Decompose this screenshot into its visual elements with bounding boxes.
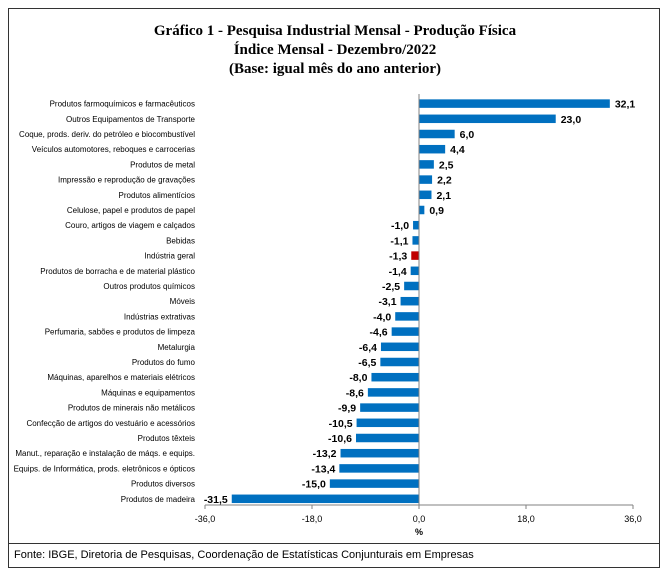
value-label-outros-equipamentos-de-transporte: 23,0 [561,114,582,126]
value-label-metalurgia: -6,4 [359,342,377,354]
bar-produtos-diversos [329,479,419,488]
chart-title-block: Gráfico 1 - Pesquisa Industrial Mensal -… [0,22,670,79]
bar-produtos-alimenticios [419,190,432,200]
value-label-produtos-de-borracha-e-de-material-plastico: -1,4 [389,266,407,278]
source-divider [9,543,659,544]
bar-produtos-texteis [355,433,419,443]
bar-outros-produtos-quimicos [404,281,419,291]
value-label-coque-prods-deriv-do-petroleo-e-biocombustivel: 6,0 [460,129,475,141]
value-label-produtos-texteis: -10,6 [328,433,352,445]
x-tick-label: 18,0 [517,514,535,524]
value-label-confeccao-de-artigos-do-vestuario-e-acessorios: -10,5 [329,418,353,430]
category-label-produtos-de-minerais-nao-metalicos: Produtos de minerais não metálicos [68,404,195,413]
value-label-industria-geral: -1,3 [389,251,407,263]
bar-metalurgia [380,342,419,352]
category-label-manut-reparacao-e-instalacao-de-maqs-e-equips: Manut., reparação e instalação de máqs. … [15,449,195,458]
value-label-produtos-de-minerais-nao-metalicos: -9,9 [338,403,356,415]
value-label-produtos-diversos: -15,0 [302,479,326,491]
bar-moveis [400,296,419,306]
x-tick-label: -36,0 [195,514,216,524]
category-label-bebidas: Bebidas [166,236,195,245]
value-label-veiculos-automotores-reboques-e-carrocerias: 4,4 [450,144,465,156]
value-label-couro-artigos-de-viagem-e-calcados: -1,0 [391,220,409,232]
chart-subtitle-base: (Base: igual mês do ano anterior) [228,61,442,77]
category-label-metalurgia: Metalurgia [158,343,196,352]
bar-produtos-farmoquimicos-e-farmaceuticos [419,99,610,108]
bar-veiculos-automotores-reboques-e-carrocerias [419,144,446,154]
category-label-confeccao-de-artigos-do-vestuario-e-acessorios: Confecção de artigos do vestuário e aces… [26,419,195,428]
chart-title: Gráfico 1 - Pesquisa Industrial Mensal -… [153,23,517,39]
value-label-bebidas: -1,1 [390,235,408,247]
bar-maquinas-aparelhos-e-materiais-eletricos [371,372,419,382]
source-note: Fonte: IBGE, Diretoria de Pesquisas, Coo… [14,549,474,561]
x-axis-label: % [415,527,423,537]
value-label-produtos-de-metal: 2,5 [439,159,454,171]
x-tick-label: 36,0 [624,514,642,524]
category-label-produtos-diversos: Produtos diversos [131,480,195,489]
x-tick-label: -18,0 [302,514,323,524]
category-label-celulose-papel-e-produtos-de-papel: Celulose, papel e produtos de papel [67,206,195,215]
category-label-veiculos-automotores-reboques-e-carrocerias: Veículos automotores, reboques e carroce… [32,145,195,154]
bar-couro-artigos-de-viagem-e-calcados [413,220,419,230]
value-label-produtos-farmoquimicos-e-farmaceuticos: 32,1 [615,99,636,111]
chart-subtitle: Índice Mensal - Dezembro/2022 [233,42,437,58]
category-label-moveis: Móveis [170,297,195,306]
bar-coque-prods-deriv-do-petroleo-e-biocombustivel [419,129,455,139]
category-label-couro-artigos-de-viagem-e-calcados: Couro, artigos de viagem e calçados [65,221,195,230]
category-label-maquinas-aparelhos-e-materiais-eletricos: Máquinas, aparelhos e materiais elétrico… [47,373,195,382]
value-label-moveis: -3,1 [378,296,396,308]
bar-produtos-de-metal [419,160,434,169]
value-label-industrias-extrativas: -4,0 [373,311,391,323]
bar-perfumaria-saboes-e-produtos-de-limpeza [391,327,419,336]
category-label-produtos-de-borracha-e-de-material-plastico: Produtos de borracha e de material plást… [40,267,195,276]
bar-industrias-extrativas [395,312,419,321]
bar-celulose-papel-e-produtos-de-papel [419,205,425,215]
category-label-produtos-farmoquimicos-e-farmaceuticos: Produtos farmoquímicos e farmacêuticos [50,100,195,109]
bar-maquinas-e-equipamentos [367,388,419,397]
bar-bebidas [412,236,419,245]
category-label-produtos-alimenticios: Produtos alimentícios [119,191,195,200]
category-label-outros-produtos-quimicos: Outros produtos químicos [103,282,195,291]
chart-frame [8,8,660,568]
category-label-maquinas-e-equipamentos: Máquinas e equipamentos [101,388,195,397]
value-label-maquinas-e-equipamentos: -8,6 [346,387,364,399]
bar-outros-equipamentos-de-transporte [419,114,556,124]
value-label-perfumaria-saboes-e-produtos-de-limpeza: -4,6 [370,327,388,339]
category-label-produtos-de-metal: Produtos de metal [130,160,195,169]
bar-manut-reparacao-e-instalacao-de-maqs-e-equips [340,448,419,458]
value-label-produtos-de-madeira: -31,5 [204,494,228,506]
category-label-produtos-do-fumo: Produtos do fumo [132,358,196,367]
bar-impressao-e-reproducao-de-gravacoes [419,175,433,184]
bar-produtos-de-madeira [231,494,419,504]
category-label-impressao-e-reproducao-de-gravacoes: Impressão e reprodução de gravações [58,176,195,185]
category-label-produtos-texteis: Produtos têxteis [138,434,195,443]
bar-produtos-de-borracha-e-de-material-plastico [410,266,419,276]
category-label-coque-prods-deriv-do-petroleo-e-biocombustivel: Coque, prods. deriv. do petróleo e bioco… [19,130,195,139]
bar-produtos-do-fumo [380,357,419,367]
x-tick-label: 0,0 [413,514,426,524]
bar-industria-geral [411,251,419,260]
bar-equips-de-informatica-prods-eletronicos-e-opticos [339,464,419,473]
value-label-celulose-papel-e-produtos-de-papel: 0,9 [429,205,444,217]
category-label-perfumaria-saboes-e-produtos-de-limpeza: Perfumaria, sabões e produtos de limpeza [45,328,196,337]
value-label-outros-produtos-quimicos: -2,5 [382,281,400,293]
bar-produtos-de-minerais-nao-metalicos [360,403,419,412]
value-label-equips-de-informatica-prods-eletronicos-e-opticos: -13,4 [311,463,335,475]
category-label-equips-de-informatica-prods-eletronicos-e-opticos: Equips. de Informática, prods. eletrônic… [14,464,195,473]
value-label-maquinas-aparelhos-e-materiais-eletricos: -8,0 [349,372,367,384]
value-label-produtos-alimenticios: 2,1 [436,190,451,202]
category-label-produtos-de-madeira: Produtos de madeira [121,495,196,504]
category-label-industria-geral: Indústria geral [144,252,195,261]
category-label-industrias-extrativas: Indústrias extrativas [124,312,195,321]
value-label-manut-reparacao-e-instalacao-de-maqs-e-equips: -13,2 [313,448,337,460]
bar-confeccao-de-artigos-do-vestuario-e-acessorios [356,418,419,428]
value-label-produtos-do-fumo: -6,5 [358,357,376,369]
value-label-impressao-e-reproducao-de-gravacoes: 2,2 [437,175,452,187]
category-label-outros-equipamentos-de-transporte: Outros Equipamentos de Transporte [66,115,196,124]
